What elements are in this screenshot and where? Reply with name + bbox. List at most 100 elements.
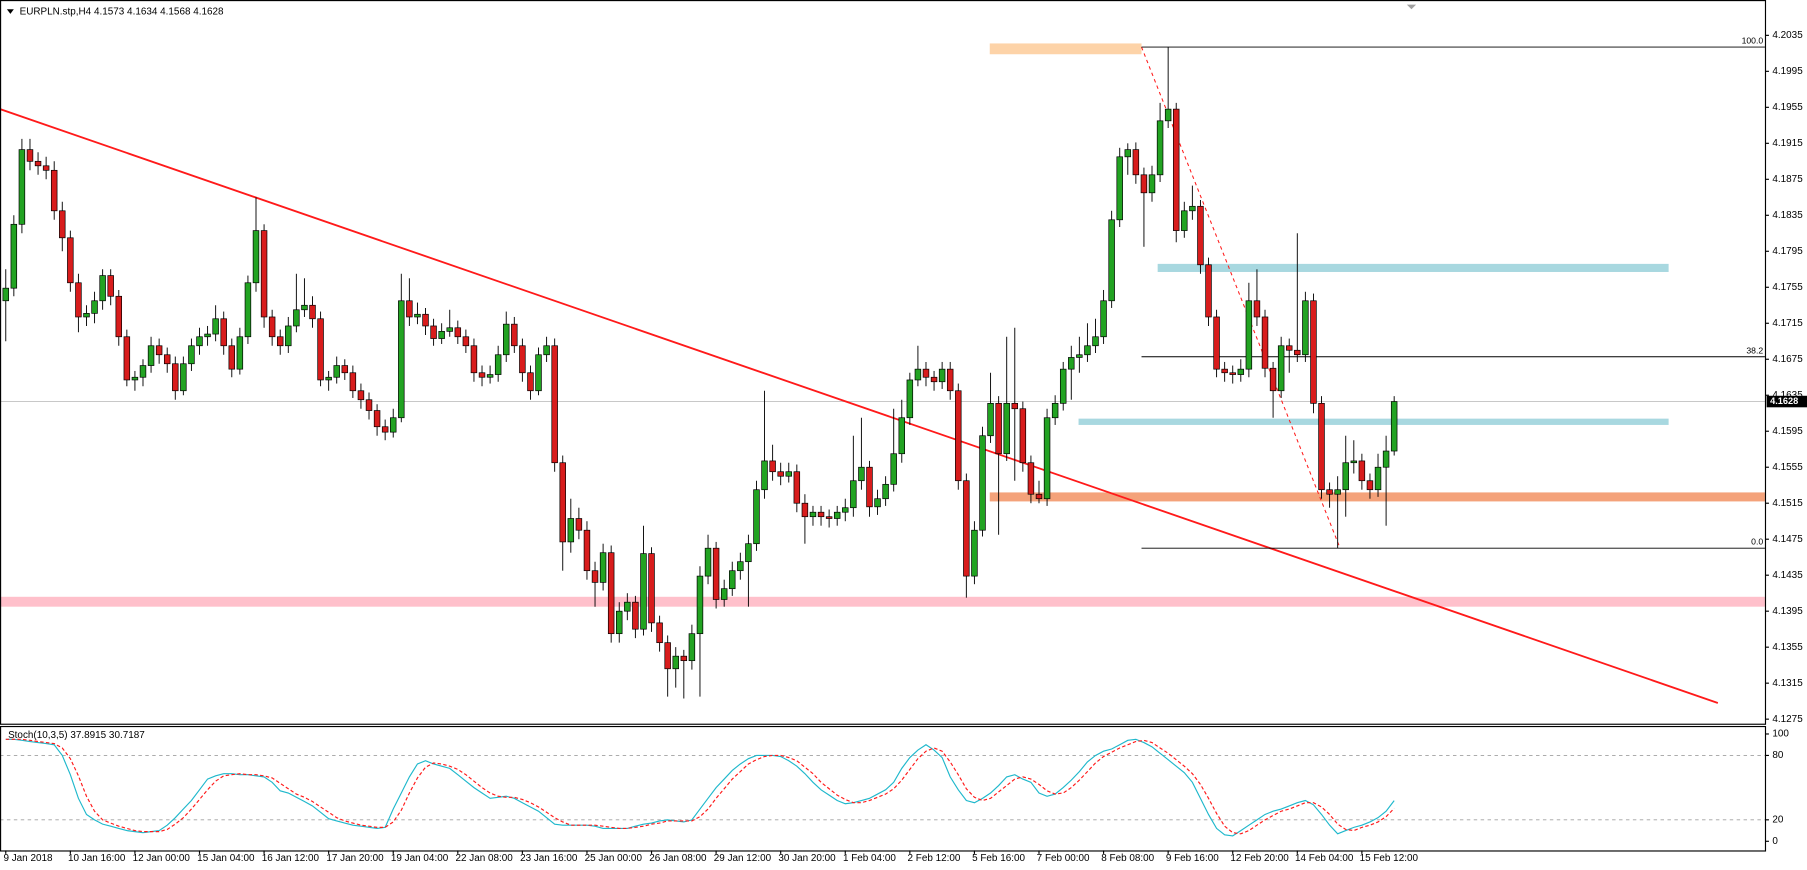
candle-body-up (1181, 210, 1188, 231)
y-tick-label: 4.1635 (1772, 390, 1803, 401)
y-tick-label: 4.1515 (1772, 498, 1803, 509)
zone (1078, 418, 1669, 425)
candle-body-up (979, 435, 986, 531)
candle-body-up (1302, 300, 1309, 356)
candle-body-up (850, 480, 857, 509)
candle-body-up (599, 552, 607, 583)
candle-body-down (309, 304, 316, 320)
x-tick-label: 14 Feb 04:00 (1295, 853, 1354, 864)
candle-body-up (914, 368, 922, 381)
candle-body-up (1076, 354, 1083, 358)
candle-body-up (833, 511, 841, 519)
candle-body-down (1213, 316, 1220, 370)
x-tick-label: 5 Feb 16:00 (972, 853, 1025, 864)
x-tick-label: 9 Jan 2018 (3, 853, 53, 864)
candle-body-up (1084, 345, 1091, 356)
fib-level-label: 38.2 (1746, 345, 1763, 355)
candle-body-up (1051, 402, 1059, 419)
zone (1157, 263, 1669, 272)
candle-body-down (172, 363, 179, 392)
candle-body-down (406, 300, 413, 318)
candle-body-down (317, 318, 324, 381)
candle-body-up (414, 313, 421, 318)
candle-body-down (801, 502, 809, 518)
candle-body-up (285, 325, 292, 347)
candle-body-up (2, 287, 9, 302)
candle-body-down (1229, 372, 1236, 375)
symbol-menu-arrow[interactable] (6, 9, 14, 14)
indicator-panel-border (0, 725, 1767, 852)
candle-body-up (1092, 336, 1099, 347)
candle-body-down (26, 149, 34, 162)
candle-body-up (99, 275, 106, 302)
candle-body-up (1148, 174, 1156, 194)
candle-body-up (696, 575, 704, 635)
candle-body-up (1043, 417, 1051, 500)
indicator-name: Stoch(10,3,5) (8, 730, 68, 741)
candle-body-up (1068, 357, 1075, 370)
current-price-box (1766, 395, 1807, 408)
indicator-main-last: 37.8915 (70, 730, 106, 741)
candle-body-up (616, 610, 623, 635)
candle-body-down (1027, 462, 1035, 495)
candle-body-up (842, 507, 849, 513)
indicator-y-tick-label: 100 (1772, 729, 1789, 740)
x-tick-label: 8 Feb 08:00 (1101, 853, 1154, 864)
candle-body-up (1124, 149, 1132, 158)
candle-body-down (228, 345, 236, 370)
candle-body-down (1035, 493, 1043, 500)
last-low: 4.1568 (160, 6, 191, 17)
y-tick-label: 4.1835 (1772, 210, 1803, 221)
candle-body-down (777, 471, 784, 477)
last-close: 4.1628 (193, 6, 224, 17)
stoch-signal-line (5, 738, 1395, 835)
candle-body-down (559, 462, 566, 543)
candle-body-up (1059, 368, 1067, 404)
indicator-header: Stoch(10,3,5) 37.8915 30.7187 (8, 730, 145, 741)
y-tick-label: 4.1715 (1772, 318, 1803, 329)
price-panel-border (0, 0, 1767, 725)
candle-body-down (955, 390, 962, 482)
zone (0, 596, 1765, 607)
y-tick-label: 4.1875 (1772, 174, 1803, 185)
candle-body-down (930, 376, 938, 383)
candle-body-up (1164, 108, 1172, 122)
candle-body-up (858, 466, 865, 482)
y-tick-label: 4.1355 (1772, 642, 1803, 653)
y-tick-label: 4.1995 (1772, 66, 1803, 77)
shift-marker (1406, 4, 1417, 10)
candle-body-down (680, 655, 688, 662)
candle-body-down (59, 210, 66, 239)
x-tick-label: 12 Feb 20:00 (1230, 853, 1289, 864)
candle-body-down (551, 345, 558, 464)
candle-body-down (220, 318, 227, 347)
candle-body-down (1358, 460, 1366, 482)
candle-body-down (365, 399, 373, 411)
price-panel: 100.0 38.2 0.0 (0, 36, 1765, 704)
candle-body-down (1366, 480, 1374, 491)
x-tick-label: 12 Jan 00:00 (133, 853, 191, 864)
candle-body-up (252, 230, 260, 284)
candle-body-up (446, 327, 453, 332)
candle-body-up (1100, 300, 1107, 338)
candle-body-up (1237, 368, 1245, 375)
candle-body-up (333, 365, 340, 378)
candle-body-up (10, 223, 18, 289)
candle-body-down (422, 313, 429, 327)
x-tick-label: 15 Feb 12:00 (1360, 853, 1419, 864)
x-tick-label: 22 Jan 08:00 (455, 853, 513, 864)
candle-body-up (761, 460, 768, 491)
fib-level-label: 100.0 (1742, 36, 1764, 46)
candle-body-up (212, 318, 219, 335)
x-tick-label: 26 Jan 08:00 (649, 853, 707, 864)
candle-body-up (1374, 466, 1382, 491)
candle-body-down (1205, 264, 1212, 318)
candle-body-down (123, 336, 131, 381)
candle-body-down (1019, 408, 1027, 464)
indicator-y-tick-label: 20 (1772, 814, 1784, 825)
candle-body-down (922, 368, 930, 378)
candle-body-up (83, 313, 90, 318)
candle-body-down (155, 345, 163, 356)
candle-body-up (785, 471, 792, 477)
